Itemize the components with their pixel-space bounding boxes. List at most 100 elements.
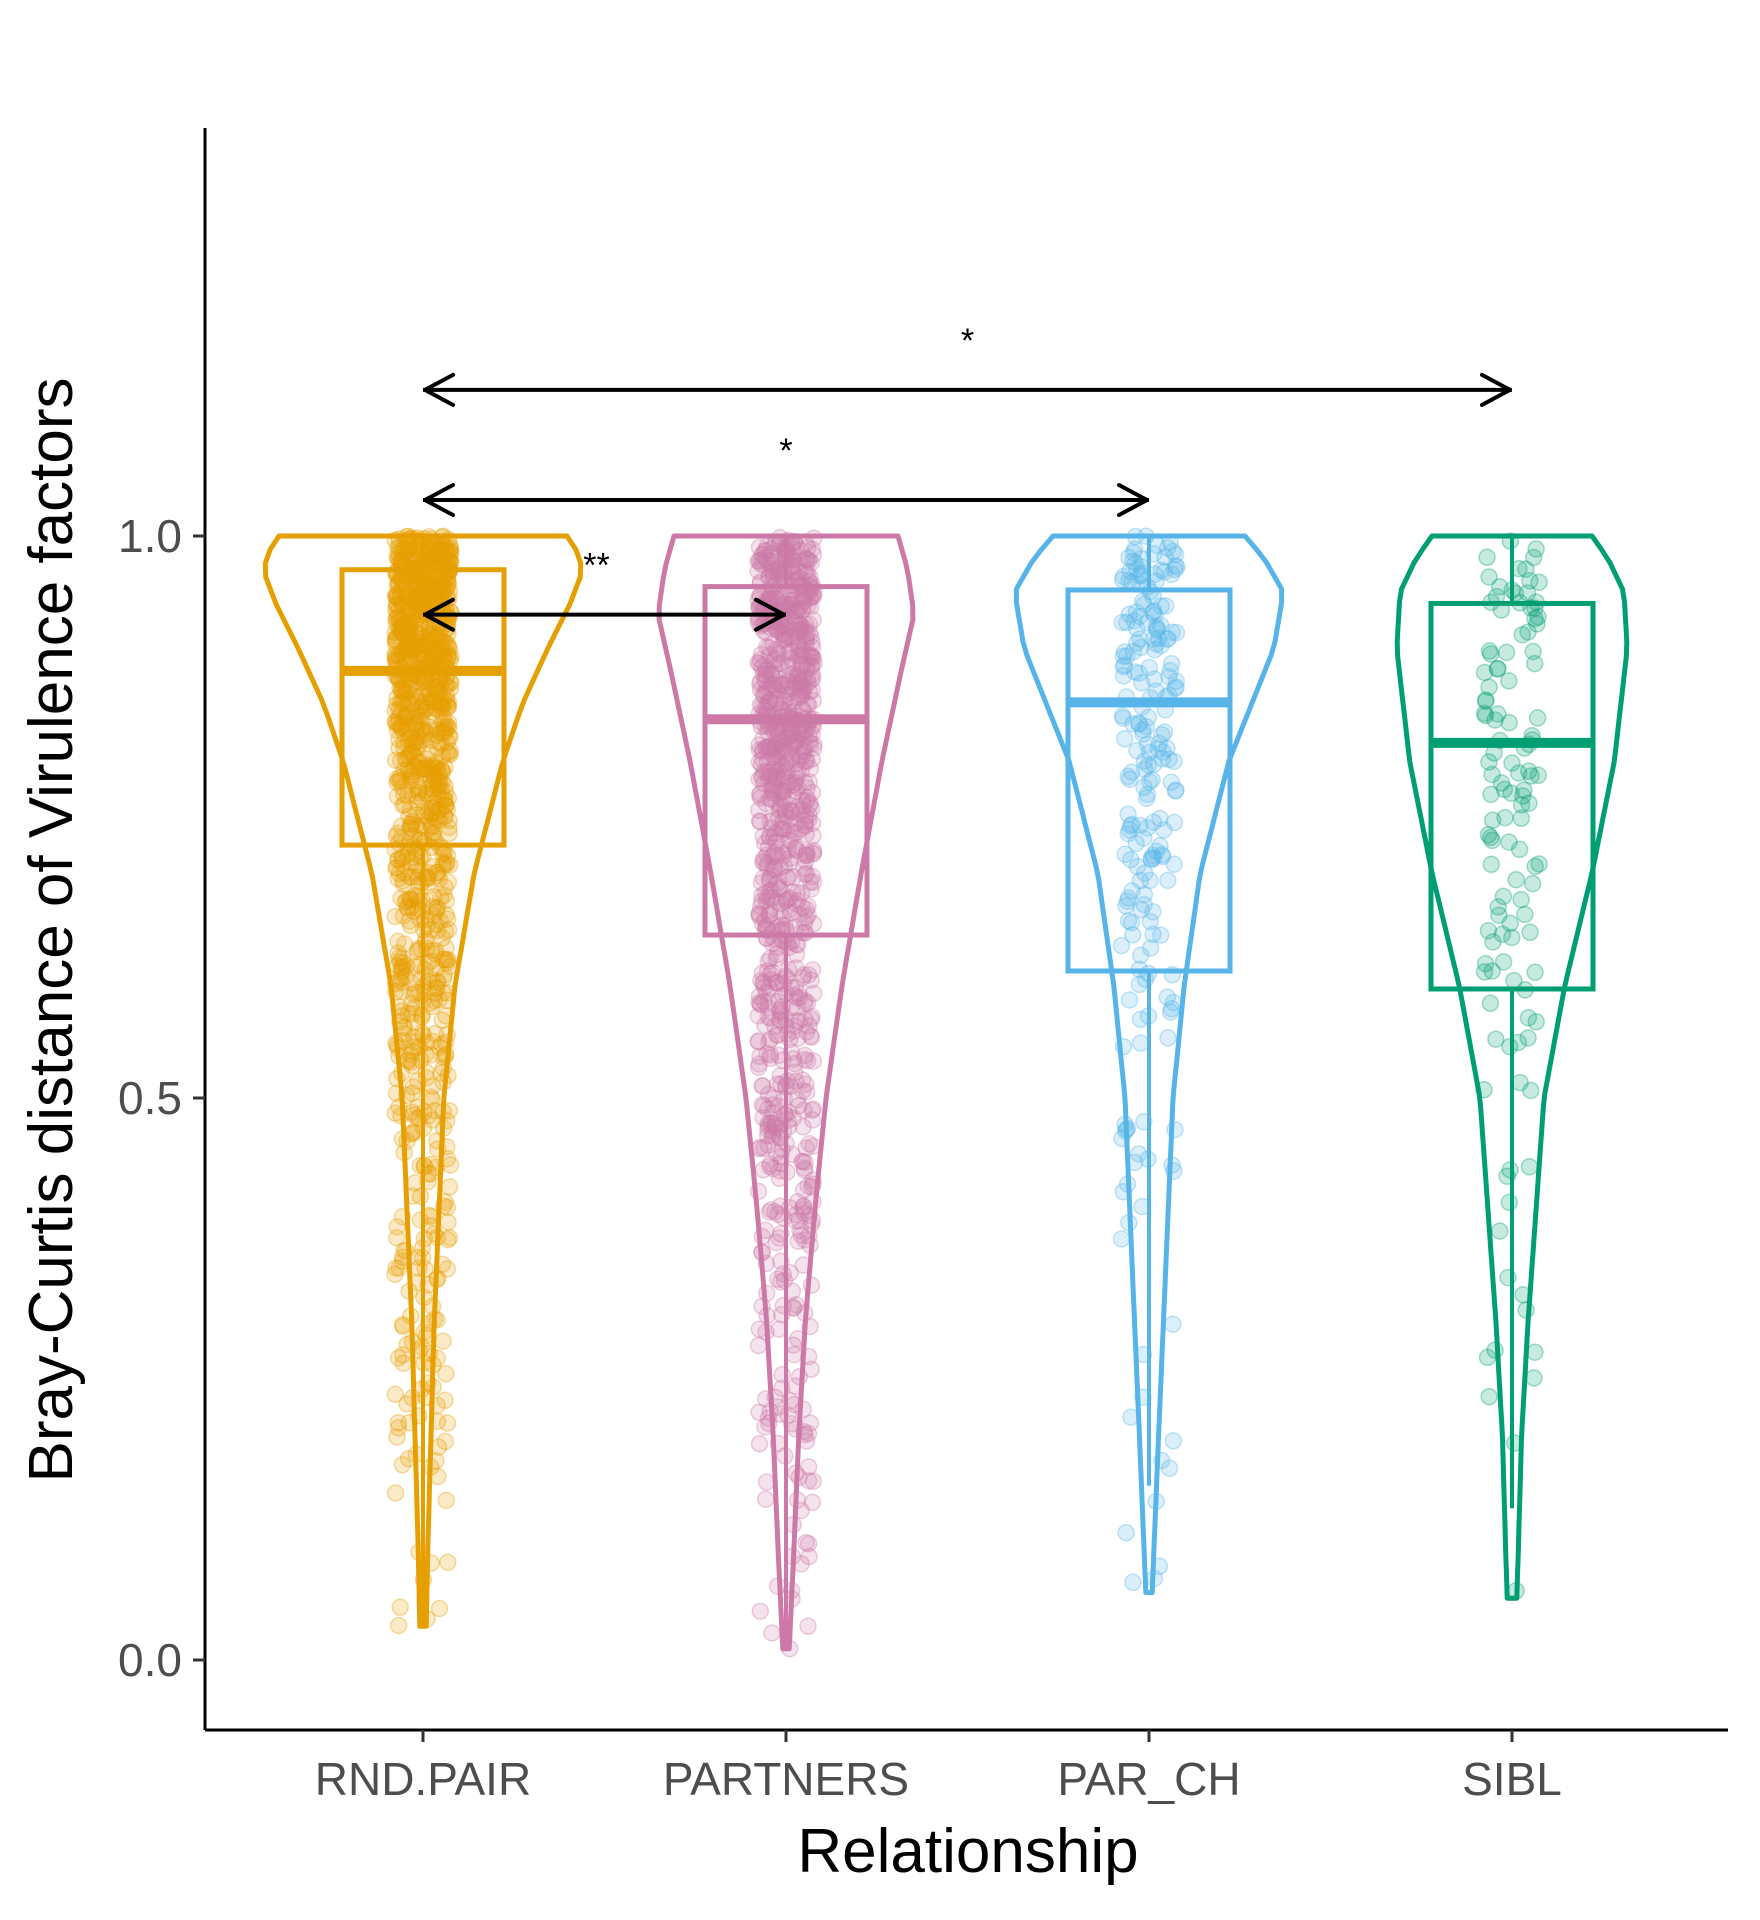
data-point [425,589,443,608]
x-tick-label: PARTNERS [663,1753,909,1805]
data-point [439,698,457,717]
data-point [439,638,458,656]
data-point [439,921,458,939]
data-point [799,1347,818,1366]
data-point [391,772,410,790]
data-point [417,1063,435,1081]
data-point [435,540,453,559]
data-point [423,572,442,591]
data-point [399,694,417,713]
data-point [774,782,792,800]
data-point [430,991,448,1009]
data-point [425,677,443,695]
data-point [389,544,408,562]
data-point [402,571,420,590]
data-point [397,891,416,910]
data-point [437,855,456,874]
data-point [437,939,455,957]
data-point [799,1617,817,1636]
data-point [752,873,771,892]
data-point [394,1346,412,1364]
data-point [774,975,792,993]
data-point [391,752,410,770]
data-point [1115,643,1134,661]
data-point [390,864,408,883]
data-point [390,730,408,749]
data-point [428,1228,446,1247]
data-point [400,537,418,555]
data-point [1490,578,1509,596]
data-point [1526,857,1544,876]
data-point [439,648,457,667]
data-point [422,731,440,750]
data-point [774,625,792,643]
data-point [756,1221,775,1240]
significance-label: * [961,322,974,360]
data-point [764,1089,783,1107]
data-point [1120,991,1139,1009]
data-point [437,1111,456,1130]
data-point [401,1307,420,1325]
data-point [387,1084,406,1103]
data-point [753,767,772,786]
data-point [392,703,410,721]
data-point [1527,1013,1545,1031]
data-point [400,539,419,557]
data-point [1120,1213,1138,1232]
data-point [440,744,458,763]
data-point [441,856,459,874]
data-point [442,647,460,666]
data-point [428,866,447,885]
data-point [1501,914,1519,933]
data-point [439,645,457,663]
data-point [1117,1523,1135,1542]
data-point [417,765,435,783]
data-point [396,893,414,912]
data-point [391,1598,409,1617]
data-point [436,1193,455,1211]
violin-partners [656,533,916,1652]
data-point [389,850,408,869]
data-point [407,637,425,655]
data-point [388,585,406,603]
data-point [421,744,440,762]
data-point [1118,892,1137,910]
data-point [413,591,432,610]
data-point [398,1132,416,1150]
data-point [423,1090,442,1109]
data-point [388,787,407,806]
data-point [780,821,799,840]
data-point [404,1028,423,1046]
data-point [1486,1341,1504,1359]
data-point [394,1317,412,1336]
data-point [387,1259,405,1277]
data-point [390,998,409,1016]
data-point [434,579,452,598]
data-point [436,1432,455,1451]
data-point [417,785,436,804]
data-point [415,637,433,656]
data-point [428,921,447,940]
data-point [393,1064,411,1082]
data-point [432,632,450,651]
data-point [432,781,450,800]
data-point [401,800,420,819]
data-point [403,766,422,784]
data-point [799,1458,818,1476]
x-axis-title: Relationship [797,1817,1138,1886]
data-point [408,639,426,657]
data-point [403,868,421,886]
data-point [1480,1387,1498,1406]
data-point [1487,1030,1505,1048]
data-point [1158,988,1177,1006]
data-point [1127,603,1146,621]
data-point [435,856,453,875]
data-point [422,627,441,645]
data-point [1147,1492,1165,1511]
data-point [410,589,429,607]
data-point [1475,1081,1493,1099]
data-point [771,894,790,913]
data-point [785,1022,803,1040]
data-point [1131,1010,1150,1029]
data-point [415,726,433,745]
